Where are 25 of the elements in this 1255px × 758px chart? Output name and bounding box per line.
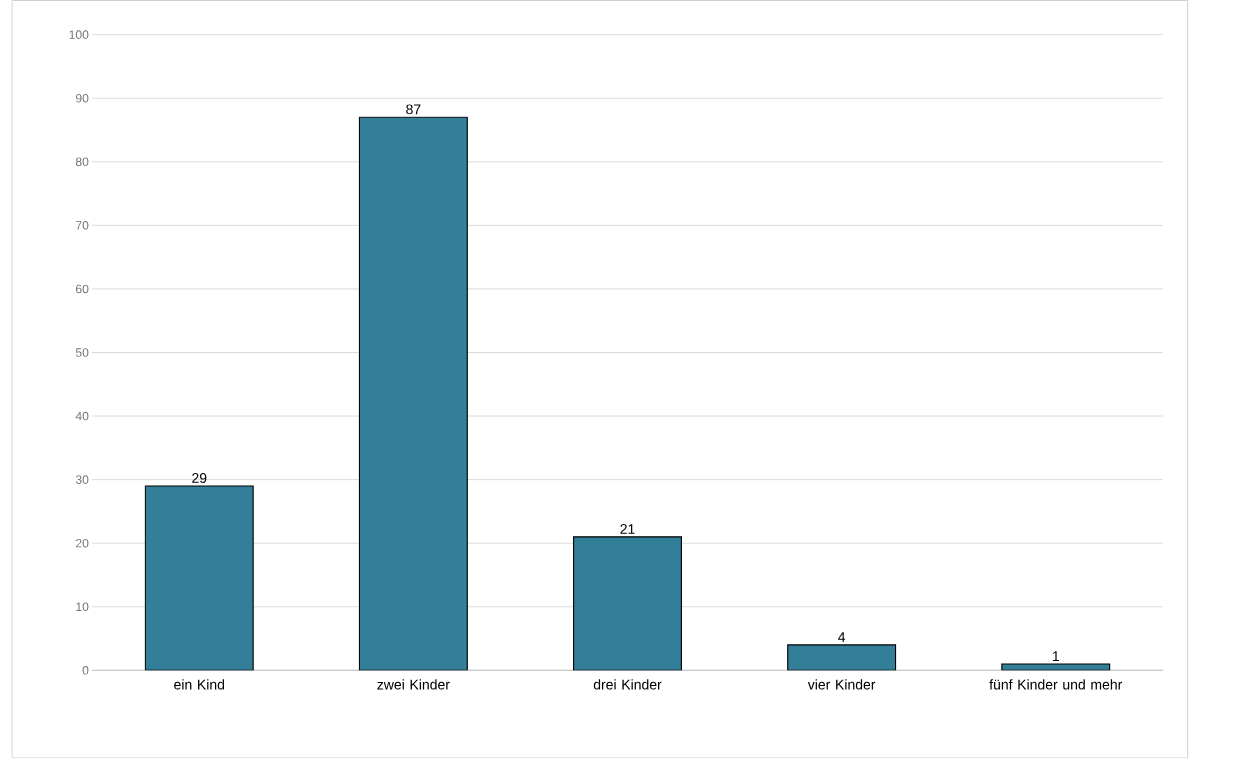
y-tick-label: 50 [75,347,89,357]
data-label: 87 [406,104,421,115]
bar [358,116,468,671]
bar [787,644,897,671]
x-tick-label: vier Kinder [807,679,876,690]
data-label: 29 [192,472,207,483]
y-tick-label: 80 [75,157,89,166]
data-label: 1 [1052,651,1059,661]
y-tick-label: 100 [69,30,89,39]
bar [144,485,254,671]
x-tick-label: fünf Kinder und mehr [989,679,1123,690]
y-tick-label: 90 [75,93,89,103]
y-tick-label: 60 [76,284,89,294]
data-label: 21 [620,523,635,534]
y-tick-label: 20 [76,538,89,548]
y-tick-label: 40 [75,411,89,421]
y-tick-label: 0 [82,665,89,675]
y-tick-label: 70 [76,220,89,230]
x-tick-label: zwei Kinder [377,679,450,690]
bar [573,536,682,671]
y-tick-label: 30 [75,475,89,484]
x-tick-label: ein Kind [174,679,225,690]
data-label: 4 [838,632,846,642]
y-tick-label: 10 [76,602,89,611]
x-tick-label: drei Kinder [593,679,662,690]
